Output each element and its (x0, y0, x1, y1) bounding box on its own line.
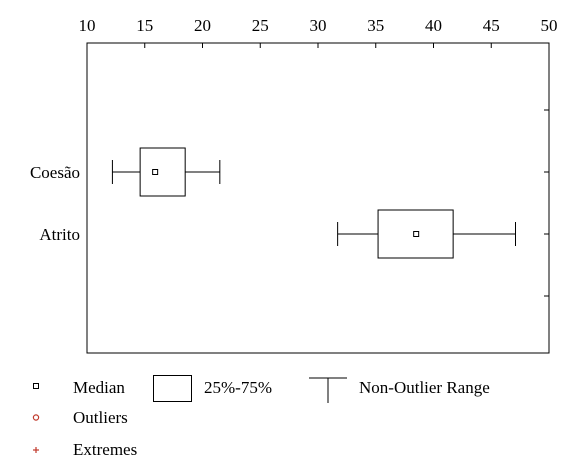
box-atrito (337, 209, 517, 259)
median-marker-coesao (152, 169, 159, 175)
legend: Median 25%-75% Non-Outlier Range Outlier… (32, 375, 490, 459)
iqr-box-atrito (377, 209, 454, 259)
range-legend-label: Non-Outlier Range (359, 378, 490, 397)
median-legend-marker (33, 383, 39, 389)
category-labels: Coesão Atrito (30, 163, 80, 244)
category-label-coesao: Coesão (30, 163, 80, 182)
median-marker-atrito (413, 231, 420, 237)
range-legend-marker (309, 377, 347, 403)
extremes-legend-label: Extremes (73, 440, 137, 459)
x-tick-label-35: 35 (367, 16, 384, 35)
iqr-box-coesao (139, 147, 186, 197)
x-tick-label-20: 20 (194, 16, 211, 35)
outliers-legend-marker (32, 414, 40, 421)
x-tick-label-25: 25 (252, 16, 269, 35)
outliers-legend-label: Outliers (73, 408, 128, 427)
plot-area (86, 42, 550, 354)
x-tick-label-50: 50 (541, 16, 558, 35)
median-legend-label: Median (73, 378, 125, 397)
boxes (111, 147, 517, 259)
box-legend-swatch (153, 375, 192, 402)
extremes-legend-marker (33, 447, 39, 453)
x-tick-label-40: 40 (425, 16, 442, 35)
x-tick-label-30: 30 (310, 16, 327, 35)
box-legend-label: 25%-75% (204, 378, 272, 397)
x-tick-label-45: 45 (483, 16, 500, 35)
box-coesao (111, 147, 221, 197)
x-axis: 10 15 20 25 30 35 40 45 50 (79, 16, 558, 297)
category-label-atrito: Atrito (39, 225, 80, 244)
x-tick-label-10: 10 (79, 16, 96, 35)
x-tick-label-15: 15 (136, 16, 153, 35)
